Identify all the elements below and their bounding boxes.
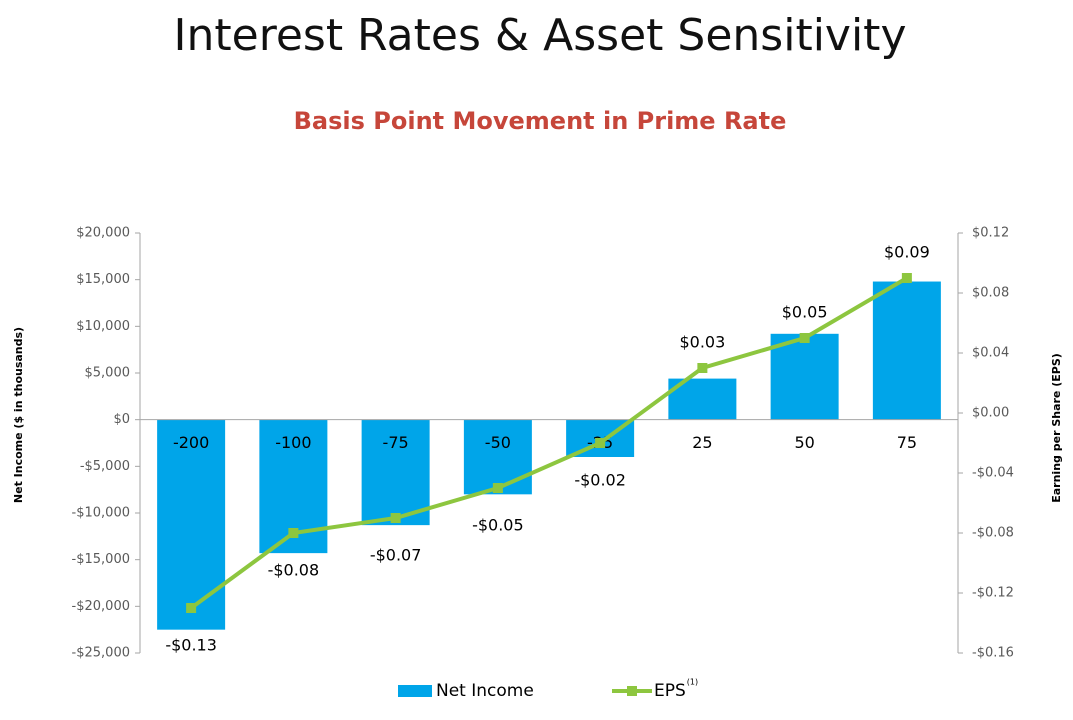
y-tick-label: -$5,000	[80, 459, 130, 474]
y-tick-label: $15,000	[76, 272, 130, 287]
data-label: $0.09	[884, 243, 930, 262]
y2-tick-label: -$0.08	[972, 526, 1014, 541]
x-tick-label: 50	[794, 433, 814, 452]
x-tick-label: -100	[275, 433, 311, 452]
legend-label: Net Income	[436, 681, 534, 701]
y-tick-label: $10,000	[76, 319, 130, 334]
y-axis-label: Net Income ($ in thousands)	[12, 327, 25, 503]
data-label: $0.03	[679, 333, 725, 352]
marker	[390, 513, 401, 523]
legend-note: (1)	[687, 678, 698, 687]
x-tick-label: -200	[173, 433, 209, 452]
bar	[361, 419, 430, 526]
marker	[901, 273, 912, 283]
marker	[186, 603, 197, 613]
y2-tick-label: -$0.04	[972, 466, 1014, 481]
legend-label: EPS	[654, 681, 686, 701]
data-label: $0.05	[782, 303, 828, 322]
marker	[697, 363, 708, 373]
data-label: -$0.05	[472, 516, 524, 535]
chart-title: Interest Rates & Asset Sensitivity	[174, 10, 907, 61]
y-tick-label: -$10,000	[72, 506, 130, 521]
y2-tick-label: $0.12	[972, 226, 1009, 241]
y2-tick-label: $0.08	[972, 286, 1009, 301]
y2-tick-label: -$0.16	[972, 646, 1014, 661]
data-label: -$0.07	[370, 546, 422, 565]
bar	[770, 333, 839, 420]
y2-axis-label: Earning per Share (EPS)	[1050, 353, 1063, 503]
x-tick-label: -50	[485, 433, 511, 452]
marker	[288, 528, 299, 538]
y2-tick-label: $0.04	[972, 346, 1009, 361]
y-tick-label: -$20,000	[72, 599, 130, 614]
y-tick-label: $5,000	[85, 366, 131, 381]
line	[189, 276, 908, 610]
data-label: -$0.13	[165, 636, 217, 655]
bar	[463, 419, 532, 495]
y-tick-label: $20,000	[76, 226, 130, 241]
marker	[492, 483, 503, 493]
x-tick-label: 75	[897, 433, 917, 452]
marker	[595, 438, 606, 448]
marker	[799, 333, 810, 343]
data-label: -$0.02	[574, 471, 626, 490]
y-tick-label: -$25,000	[72, 646, 130, 661]
y-tick-label: $0	[113, 412, 130, 427]
bar	[872, 281, 941, 420]
legend-swatch	[398, 685, 432, 697]
x-tick-label: 25	[692, 433, 712, 452]
chart-subtitle: Basis Point Movement in Prime Rate	[294, 107, 787, 135]
data-label: -$0.08	[268, 561, 320, 580]
y-tick-label: -$15,000	[72, 552, 130, 567]
bar	[157, 419, 226, 630]
y2-tick-label: -$0.12	[972, 586, 1014, 601]
legend-marker	[627, 686, 637, 696]
y2-tick-label: $0.00	[972, 406, 1009, 421]
x-tick-label: -75	[383, 433, 409, 452]
